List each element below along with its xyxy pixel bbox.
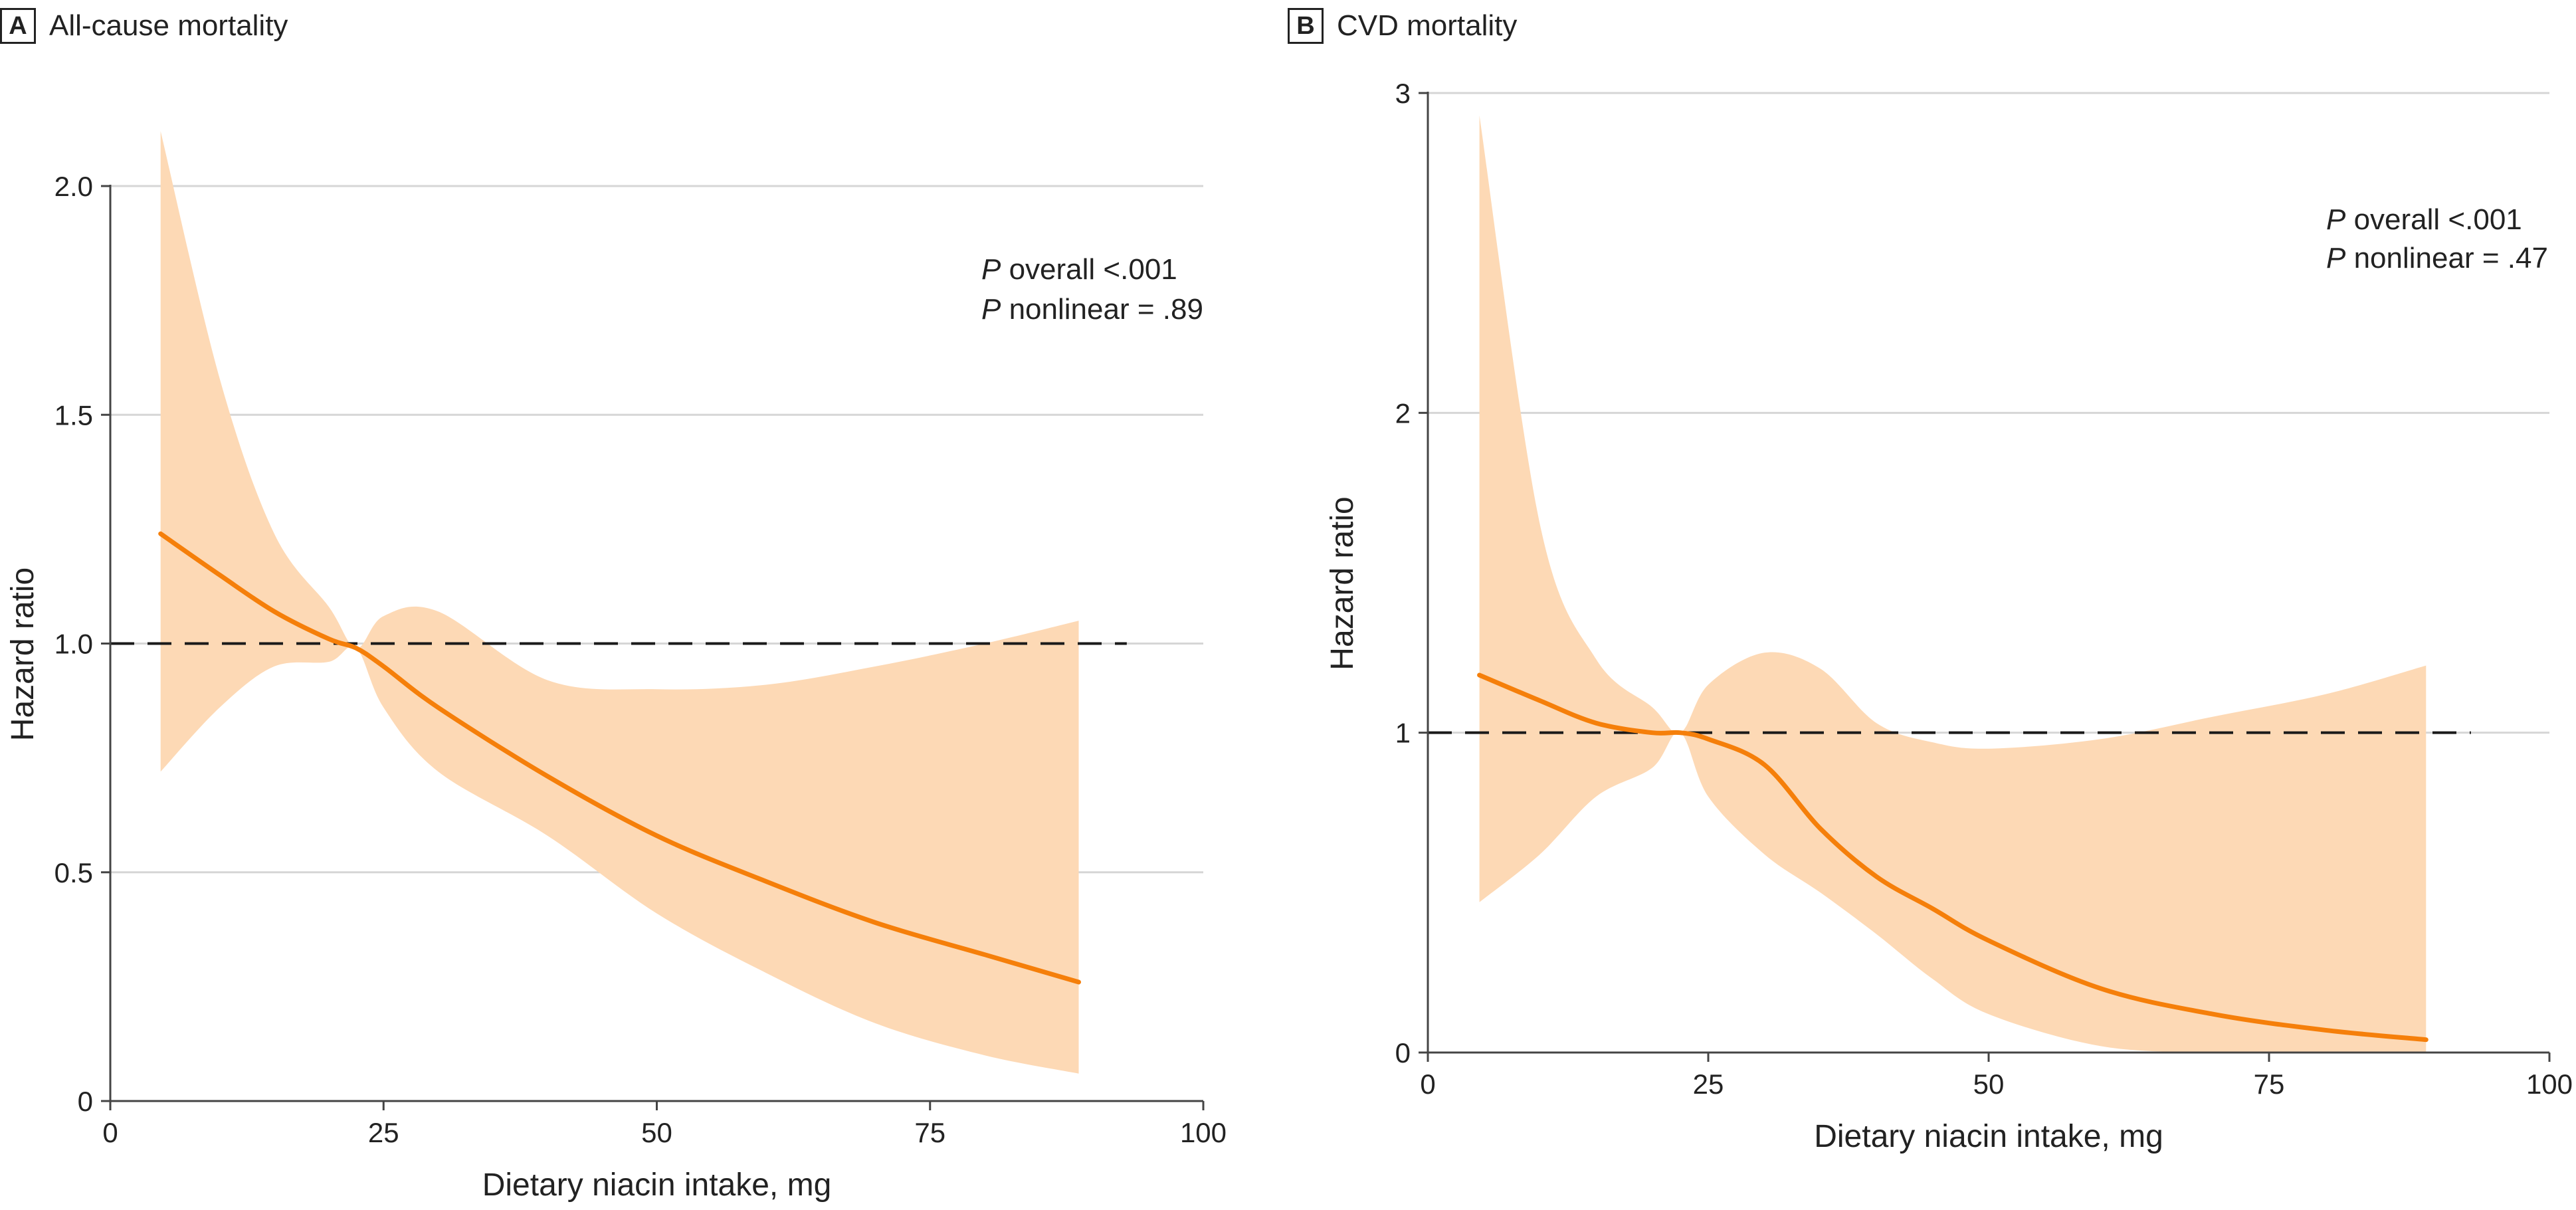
p-overall-annotation: P overall <.001: [981, 253, 1177, 286]
x-tick-label: 75: [2254, 1068, 2285, 1100]
y-tick-label: 0.5: [54, 857, 93, 888]
y-tick-label: 1.0: [54, 629, 93, 660]
y-tick-label: 2.0: [54, 171, 93, 202]
p-value-text: nonlinear = .89: [1001, 293, 1203, 326]
x-tick-label: 50: [1973, 1068, 2005, 1100]
p-nonlinear-annotation: P nonlinear = .47: [2326, 242, 2548, 274]
chart-all-cause-mortality: 0 0.5 1.0 1.5 2.0 0 25 50 75 100 Dietary niacin in…: [5, 131, 1227, 1203]
x-tick-label: 50: [641, 1117, 672, 1148]
y-tick-label: 1.5: [54, 399, 93, 431]
chart-title: CVD mortality: [1337, 9, 1518, 42]
panel-cvd-mortality: B CVD mortality 0 1 2 3 0 25 50 75 100 Dietary ni…: [1288, 0, 2576, 1210]
x-tick-label: 75: [914, 1117, 945, 1148]
panel-header: A All-cause mortality: [0, 1, 288, 50]
p-symbol: P: [2326, 242, 2346, 274]
chart-cvd-mortality: 0 1 2 3 0 25 50 75 100 Dietary niacin intake, mg H…: [1325, 78, 2573, 1154]
y-axis-label: Hazard ratio: [5, 567, 41, 741]
p-value-text: nonlinear = .47: [2345, 242, 2548, 274]
chart-title: All-cause mortality: [49, 9, 288, 42]
y-tick-label: 2: [1395, 397, 1411, 429]
p-symbol: P: [981, 293, 1001, 326]
y-tick-label: 1: [1395, 718, 1411, 749]
y-tick-label: 0: [78, 1086, 93, 1117]
y-tick-label: 3: [1395, 78, 1411, 109]
x-tick-label: 100: [2526, 1068, 2573, 1100]
y-axis-label: Hazard ratio: [1325, 496, 1360, 670]
y-tick-label: 0: [1395, 1037, 1411, 1068]
x-tick-label: 25: [368, 1117, 399, 1148]
p-value-text: overall <.001: [1001, 253, 1177, 286]
p-overall-annotation: P overall <.001: [2326, 203, 2522, 236]
panel-letter: B: [1288, 8, 1324, 44]
panel-letter: A: [0, 8, 36, 44]
p-symbol: P: [2326, 203, 2346, 236]
confidence-band: [1479, 115, 2427, 1053]
x-tick-label: 0: [102, 1117, 118, 1148]
x-tick-label: 25: [1693, 1068, 1724, 1100]
p-nonlinear-annotation: P nonlinear = .89: [981, 293, 1203, 326]
p-symbol: P: [981, 253, 1001, 286]
hazard-ratio-curve: [158, 531, 1081, 985]
x-tick-label: 100: [1180, 1117, 1227, 1148]
x-tick-label: 0: [1420, 1068, 1435, 1100]
panel-all-cause-mortality: A All-cause mortality 0 0.5 1.0 1.5 2.0 0 25 50…: [0, 1, 1227, 1203]
p-value-text: overall <.001: [2345, 203, 2522, 236]
panel-header: B CVD mortality: [1288, 1, 1517, 50]
x-axis-label: Dietary niacin intake, mg: [1814, 1119, 2163, 1154]
x-axis-label: Dietary niacin intake, mg: [482, 1167, 832, 1203]
confidence-band: [160, 131, 1079, 1074]
hazard-ratio-curve: [1477, 672, 2428, 1043]
